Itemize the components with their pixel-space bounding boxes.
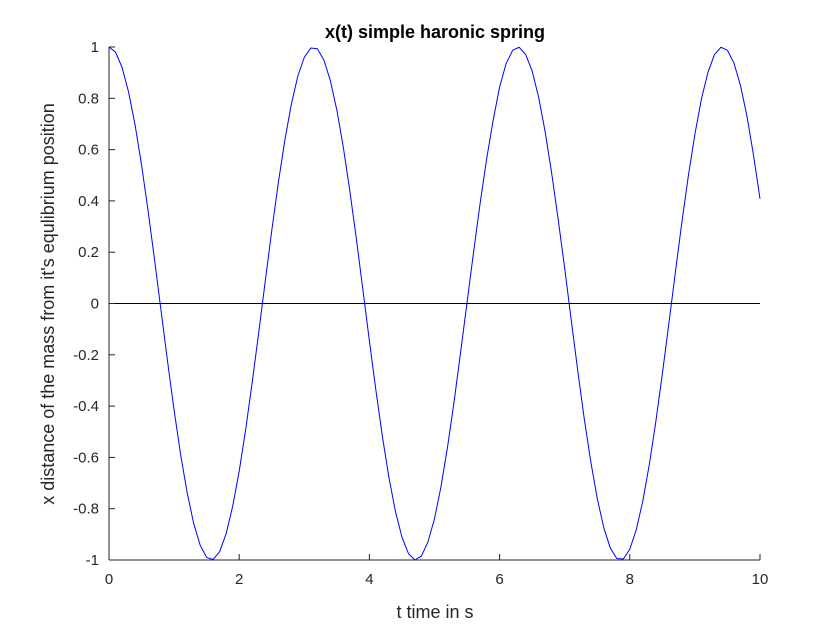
x-tick-label: 0	[105, 571, 113, 588]
x-tick-label: 2	[235, 571, 243, 588]
y-tick-label: -1	[86, 552, 99, 569]
y-tick-label: -0.6	[73, 449, 99, 466]
y-tick-label: 0.8	[78, 90, 99, 107]
series-layer	[108, 46, 761, 561]
y-tick-label: 0.6	[78, 142, 99, 159]
y-tick-label: -0.2	[73, 347, 99, 364]
y-tick-label: 0	[91, 296, 99, 313]
x-axis-label: t time in s	[396, 602, 473, 622]
x-tick-label: 4	[365, 571, 373, 588]
x-tick-label: 10	[752, 571, 769, 588]
tick-layer: 0 2 4 6 8 10 -1 -0.8 -0.6 -0.4 -0.2 0 0.2 0.4 0.6 0.8 1	[73, 39, 768, 588]
y-tick-label: 1	[91, 39, 99, 56]
x-tick-label: 8	[626, 571, 634, 588]
y-tick-label: -0.4	[73, 398, 99, 415]
chart-title: x(t) simple haronic spring	[325, 22, 545, 42]
y-tick-label: 0.2	[78, 244, 99, 261]
x-tick-label: 6	[495, 571, 503, 588]
series-line	[108, 46, 761, 561]
y-tick-label: 0.4	[78, 193, 99, 210]
y-axis-label: x distance of the mass from it's equlibr…	[38, 103, 58, 505]
y-tick-label: -0.8	[73, 501, 99, 518]
